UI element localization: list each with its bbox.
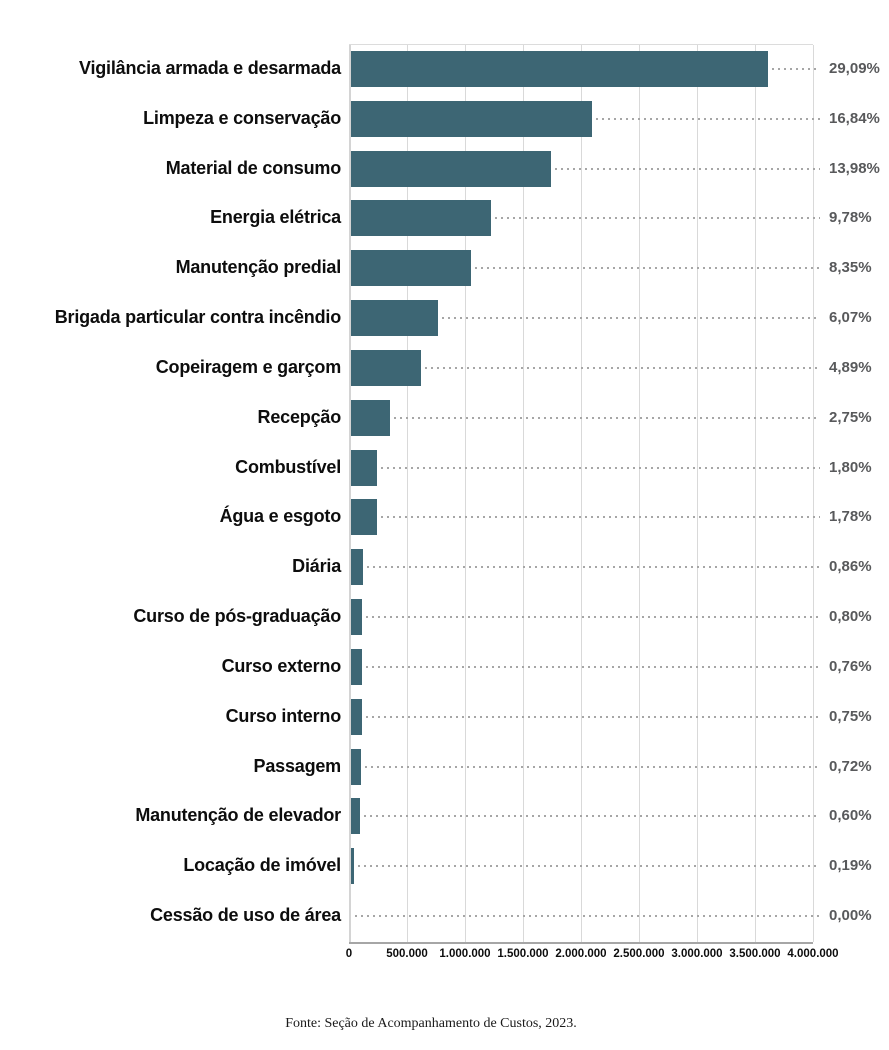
category-label: Copeiragem e garçom <box>155 356 341 377</box>
percent-label: 0,00% <box>829 907 872 925</box>
bar <box>351 399 391 436</box>
leader-line <box>380 466 820 469</box>
leader-line <box>366 616 820 619</box>
bar <box>351 848 354 885</box>
leader-line <box>495 217 820 220</box>
leader-line <box>365 765 820 768</box>
category-label: Vigilância armada e desarmada <box>78 57 341 78</box>
gridline <box>696 45 698 942</box>
leader-line <box>474 267 820 270</box>
category-label: Diária <box>292 556 341 577</box>
bar <box>351 648 362 685</box>
bar <box>351 200 492 237</box>
leader-line <box>355 915 820 918</box>
gridline <box>638 45 640 942</box>
percent-label: 0,80% <box>829 608 872 626</box>
percent-label: 1,80% <box>829 458 872 476</box>
percent-label: 6,07% <box>829 309 872 327</box>
x-tick-label: 1.500.000 <box>497 948 549 960</box>
x-tick-label: 3.500.000 <box>729 948 781 960</box>
percent-label: 0,76% <box>829 657 872 675</box>
category-label: Recepção <box>257 406 342 427</box>
gridline <box>812 45 814 942</box>
percent-label: 16,84% <box>829 109 880 127</box>
leader-line <box>365 665 820 668</box>
leader-line <box>367 566 820 569</box>
x-tick-label: 500.000 <box>386 948 428 960</box>
category-label: Passagem <box>253 755 342 776</box>
bar <box>351 300 438 337</box>
x-tick-label: 2.500.000 <box>613 948 665 960</box>
percent-label: 1,78% <box>829 508 872 526</box>
gridline <box>580 45 582 942</box>
category-label: Limpeza e conservação <box>143 107 341 128</box>
category-label: Água e esgoto <box>219 506 342 527</box>
gridline <box>464 45 466 942</box>
x-tick-label: 0 <box>345 948 353 960</box>
x-tick-label: 4.000.000 <box>787 948 839 960</box>
category-label: Curso externo <box>221 655 342 676</box>
gridline <box>522 45 524 942</box>
gridline <box>406 45 408 942</box>
category-label: Energia elétrica <box>210 207 341 228</box>
percent-label: 29,09% <box>829 59 880 77</box>
percent-label: 0,72% <box>829 757 872 775</box>
gridline <box>754 45 756 942</box>
plot-area <box>349 44 814 944</box>
x-tick-label: 1.000.000 <box>439 948 491 960</box>
percent-label: 4,89% <box>829 358 872 376</box>
category-label: Combustível <box>235 456 341 477</box>
leader-line <box>357 865 820 868</box>
category-label: Curso de pós-graduação <box>133 606 341 627</box>
x-tick-label: 3.000.000 <box>671 948 723 960</box>
percent-label: 9,78% <box>829 209 872 227</box>
y-axis-line <box>349 45 351 942</box>
bar <box>351 250 471 287</box>
percent-label: 0,75% <box>829 707 872 725</box>
bar <box>351 449 377 486</box>
bar <box>351 349 422 386</box>
bar <box>351 798 360 835</box>
source-note: Fonte: Seção de Acompanhamento de Custos… <box>285 1016 577 1031</box>
leader-line <box>555 167 820 170</box>
leader-line <box>425 366 820 369</box>
percent-label: 0,19% <box>829 857 872 875</box>
bar <box>351 150 552 187</box>
category-label: Material de consumo <box>165 157 341 178</box>
bar <box>351 549 364 586</box>
bar <box>351 748 362 785</box>
leader-line <box>442 317 820 320</box>
category-label: Locação de imóvel <box>183 855 341 876</box>
bar <box>351 50 768 87</box>
x-tick-label: 2.000.000 <box>555 948 607 960</box>
leader-line <box>380 516 820 519</box>
leader-line <box>394 416 820 419</box>
leader-line <box>363 815 820 818</box>
percent-label: 0,86% <box>829 558 872 576</box>
category-label: Manutenção de elevador <box>135 805 341 826</box>
percent-label: 0,60% <box>829 807 872 825</box>
category-label: Curso interno <box>225 705 342 726</box>
category-label: Manutenção predial <box>175 257 342 278</box>
bar <box>351 698 362 735</box>
leader-line <box>365 715 820 718</box>
percent-label: 2,75% <box>829 408 872 426</box>
bar <box>351 499 377 536</box>
bar <box>351 100 593 137</box>
percent-label: 8,35% <box>829 259 872 277</box>
leader-line <box>596 117 820 120</box>
bar <box>351 599 363 636</box>
leader-line <box>771 67 820 70</box>
category-label: Cessão de uso de área <box>150 905 341 926</box>
percent-label: 13,98% <box>829 159 880 177</box>
category-label: Brigada particular contra incêndio <box>54 307 341 328</box>
